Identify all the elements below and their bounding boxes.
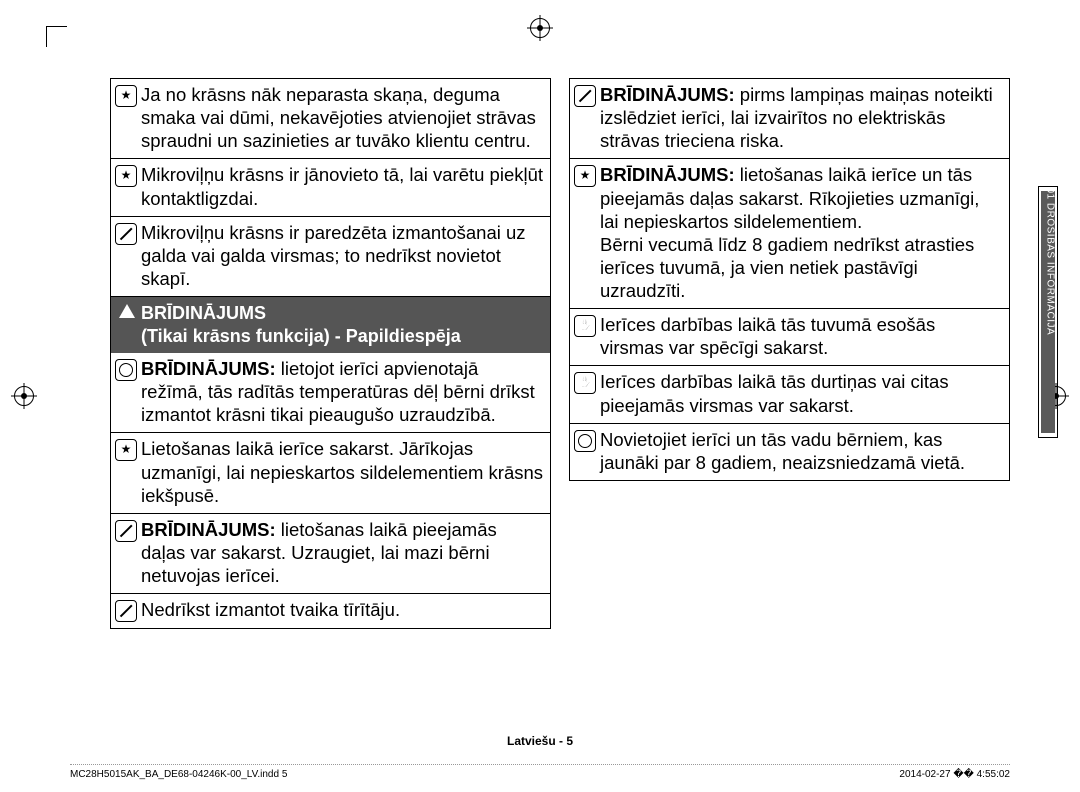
prohibit-icon: [115, 520, 137, 542]
page: Ja no krāsns nāk neparasta skaņa, deguma…: [0, 0, 1080, 792]
page-number: Latviešu - 5: [0, 734, 1080, 748]
right-box: BRĪDINĀJUMS: pirms lampiņas maiņas notei…: [569, 78, 1010, 481]
item-text: BRĪDINĀJUMS: pirms lampiņas maiņas notei…: [600, 83, 1003, 152]
list-item: Lietošanas laikā ierīce sakarst. Jārīkoj…: [111, 433, 550, 513]
item-text: BRĪDINĀJUMS: lietojot ierīci apvienotajā…: [141, 357, 544, 426]
header-subtitle: (Tikai krāsns funkcija) - Papildiespēja: [141, 325, 461, 348]
bold: BRĪDINĀJUMS:: [600, 164, 735, 185]
list-item: Nedrīkst izmantot tvaika tīrītāju.: [111, 594, 550, 628]
content-area: Ja no krāsns nāk neparasta skaņa, deguma…: [110, 78, 1010, 628]
item-text: Novietojiet ierīci un tās vadu bērniem, …: [600, 428, 1003, 474]
footer: MC28H5015AK_BA_DE68-04246K-00_LV.indd 5 …: [70, 764, 1010, 780]
bold: BRĪDINĀJUMS:: [600, 84, 735, 105]
circle-icon: [574, 430, 596, 452]
hand-icon: [574, 372, 596, 394]
prohibit-icon: [115, 600, 137, 622]
item-text: BRĪDINĀJUMS: lietošanas laikā pieejamās …: [141, 518, 544, 587]
item-text: Ierīces darbības laikā tās tuvumā esošās…: [600, 313, 1003, 359]
bold: BRĪDINĀJUMS:: [141, 519, 276, 540]
list-item: Mikroviļņu krāsns ir jānovieto tā, lai v…: [111, 159, 550, 216]
prohibit-icon: [115, 223, 137, 245]
item-text: Ierīces darbības laikā tās durtiņas vai …: [600, 370, 1003, 416]
list-item: BRĪDINĀJUMS: lietošanas laikā ierīce un …: [570, 159, 1009, 309]
item-text: Lietošanas laikā ierīce sakarst. Jārīkoj…: [141, 437, 544, 506]
star-icon: [115, 439, 137, 461]
left-column: Ja no krāsns nāk neparasta skaņa, deguma…: [110, 78, 551, 628]
warning-header: BRĪDINĀJUMS (Tikai krāsns funkcija) - Pa…: [111, 297, 550, 353]
list-item: Novietojiet ierīci un tās vadu bērniem, …: [570, 424, 1009, 480]
star-icon: [115, 165, 137, 187]
prohibit-icon: [574, 85, 596, 107]
left-box-1: Ja no krāsns nāk neparasta skaņa, deguma…: [110, 78, 551, 297]
item-text: Mikroviļņu krāsns ir jānovieto tā, lai v…: [141, 163, 544, 209]
item-text: Mikroviļņu krāsns ir paredzēta izmantoša…: [141, 221, 544, 290]
list-item: Ierīces darbības laikā tās durtiņas vai …: [570, 366, 1009, 423]
star-icon: [115, 85, 137, 107]
header-text: BRĪDINĀJUMS (Tikai krāsns funkcija) - Pa…: [141, 302, 461, 347]
list-item: Ierīces darbības laikā tās tuvumā esošās…: [570, 309, 1009, 366]
bold: BRĪDINĀJUMS:: [141, 358, 276, 379]
hand-icon: [574, 315, 596, 337]
warning-triangle-icon: [119, 304, 135, 318]
footer-left: MC28H5015AK_BA_DE68-04246K-00_LV.indd 5: [70, 769, 287, 780]
list-item: Ja no krāsns nāk neparasta skaņa, deguma…: [111, 79, 550, 159]
list-item: Mikroviļņu krāsns ir paredzēta izmantoša…: [111, 217, 550, 296]
item-text: Ja no krāsns nāk neparasta skaņa, deguma…: [141, 83, 544, 152]
footer-right: 2014-02-27 �� 4:55:02: [899, 769, 1010, 780]
right-column: BRĪDINĀJUMS: pirms lampiņas maiņas notei…: [569, 78, 1010, 628]
side-tab: 01 DROŠĪBAS INFORMĀCIJA: [1038, 186, 1058, 438]
circle-icon: [115, 359, 137, 381]
side-tab-label: 01 DROŠĪBAS INFORMĀCIJA: [1045, 182, 1056, 440]
registration-mark-left: [14, 386, 34, 406]
list-item: BRĪDINĀJUMS: lietojot ierīci apvienotajā…: [111, 353, 550, 433]
list-item: BRĪDINĀJUMS: lietošanas laikā pieejamās …: [111, 514, 550, 594]
item-text: BRĪDINĀJUMS: lietošanas laikā ierīce un …: [600, 163, 1003, 302]
registration-mark-top: [530, 18, 550, 38]
header-title: BRĪDINĀJUMS: [141, 302, 461, 325]
crop-mark: [46, 26, 67, 47]
list-item: BRĪDINĀJUMS: pirms lampiņas maiņas notei…: [570, 79, 1009, 159]
left-box-2: BRĪDINĀJUMS (Tikai krāsns funkcija) - Pa…: [110, 296, 551, 629]
star-icon: [574, 165, 596, 187]
item-text: Nedrīkst izmantot tvaika tīrītāju.: [141, 598, 544, 621]
